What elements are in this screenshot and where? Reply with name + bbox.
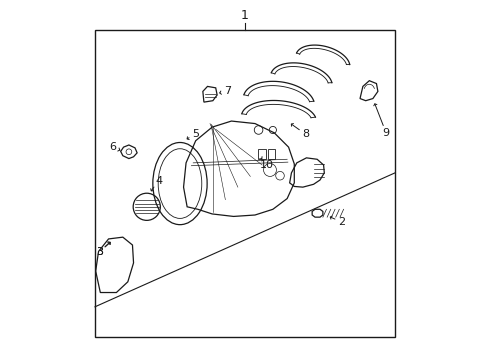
Text: 6: 6 (109, 142, 116, 152)
Text: 4: 4 (155, 176, 162, 186)
Bar (268, 149, 275, 158)
Text: 7: 7 (224, 86, 231, 96)
Text: 3: 3 (96, 247, 103, 257)
Text: 2: 2 (339, 217, 346, 227)
Text: 10: 10 (260, 160, 274, 170)
Bar (258, 149, 267, 159)
Text: 5: 5 (192, 129, 199, 139)
Text: 9: 9 (383, 128, 390, 138)
Bar (95, 30, 395, 337)
Text: 3: 3 (96, 247, 103, 257)
Text: 1: 1 (241, 9, 249, 22)
Text: 8: 8 (302, 129, 309, 139)
